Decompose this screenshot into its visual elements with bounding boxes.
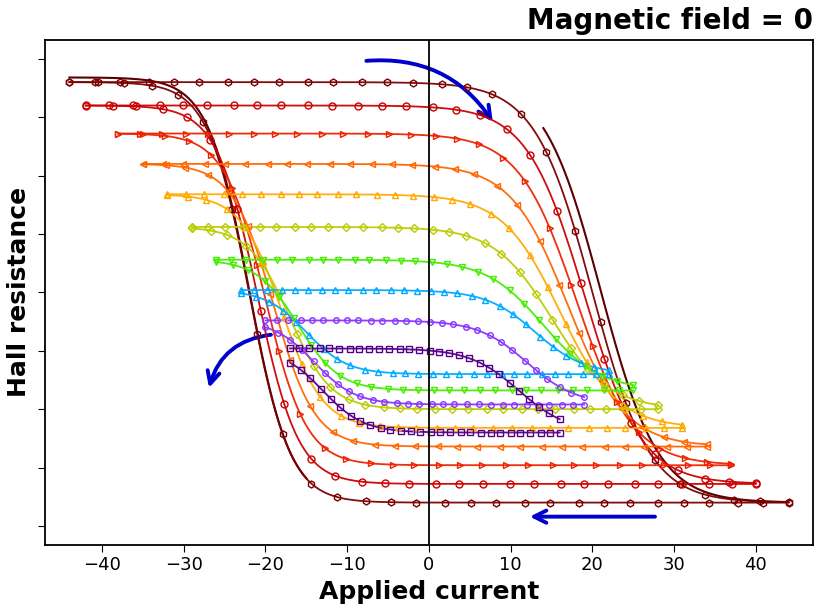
Y-axis label: Hall resistance: Hall resistance [7,188,31,397]
X-axis label: Applied current: Applied current [319,580,538,604]
Text: Magnetic field = 0: Magnetic field = 0 [527,7,812,35]
